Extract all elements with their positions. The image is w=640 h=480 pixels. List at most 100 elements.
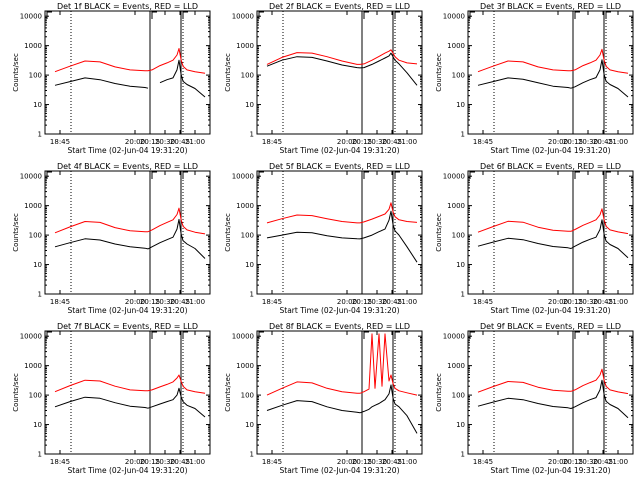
x-tick-label: 21:00	[608, 138, 628, 146]
y-tick-label: 1000	[447, 362, 465, 370]
x-tick-label: 20:45	[170, 138, 190, 146]
y-axis-label: Counts/sec	[224, 53, 232, 92]
corner-marker	[46, 11, 52, 19]
events-series-line	[266, 52, 418, 86]
corner-marker	[151, 11, 157, 19]
y-tick-label: 100	[452, 392, 465, 400]
x-tick-label: 21:00	[608, 458, 628, 466]
x-tick-label: 21:00	[397, 138, 417, 146]
chart-panel-5: Det 5f BLACK = Events, RED = LLD 1 10 100 10…	[224, 162, 423, 315]
events-series-line	[266, 210, 418, 263]
y-tick-label: 100	[29, 392, 42, 400]
x-tick-label: 20:15	[563, 138, 583, 146]
y-axis-label: Counts/sec	[12, 53, 20, 92]
chart-title: Det 2f BLACK = Events, RED = LLD	[269, 2, 410, 11]
y-tick-label: 1000	[24, 42, 42, 50]
x-tick-label: 20:00	[548, 458, 568, 466]
x-tick-label: 20:15	[140, 458, 160, 466]
x-tick-label: 20:00	[337, 458, 357, 466]
x-tick-label: 18:45	[262, 458, 282, 466]
x-tick-label: 21:00	[608, 298, 628, 306]
x-tick-label: 20:30	[578, 458, 598, 466]
y-axis-label: Counts/sec	[224, 213, 232, 252]
chart-title: Det 3f BLACK = Events, RED = LLD	[480, 2, 621, 11]
y-tick-label: 100	[452, 72, 465, 80]
corner-marker	[469, 331, 475, 339]
x-tick-label: 20:45	[170, 298, 190, 306]
x-tick-label: 21:00	[185, 138, 205, 146]
corner-marker	[394, 11, 400, 19]
x-tick-label: 20:30	[155, 298, 175, 306]
y-tick-label: 100	[241, 232, 254, 240]
corner-marker	[469, 11, 475, 19]
x-tick-label: 18:45	[473, 458, 493, 466]
y-tick-label: 100	[29, 232, 42, 240]
y-tick-label: 1	[461, 131, 465, 139]
plot-frame	[467, 10, 634, 135]
y-tick-label: 1000	[24, 362, 42, 370]
chart-panel-2: Det 2f BLACK = Events, RED = LLD 1 10 100 10…	[224, 2, 423, 155]
x-tick-label: 20:15	[352, 138, 372, 146]
chart-title: Det 7f BLACK = Events, RED = LLD	[57, 322, 198, 331]
corner-marker	[46, 331, 52, 339]
y-tick-label: 10	[33, 261, 42, 269]
y-tick-label: 100	[241, 72, 254, 80]
x-tick-label: 18:45	[50, 298, 70, 306]
events-series-line	[54, 59, 206, 98]
events-series-line	[477, 379, 629, 419]
chart-title: Det 4f BLACK = Events, RED = LLD	[57, 162, 198, 171]
x-axis-label: Start Time (02-Jun-04 19:31:20)	[68, 466, 188, 475]
events-series-line	[477, 59, 629, 98]
x-axis-label: Start Time (02-Jun-04 19:31:20)	[280, 466, 400, 475]
y-tick-label: 1	[250, 451, 254, 459]
x-axis-label: Start Time (02-Jun-04 19:31:20)	[68, 306, 188, 315]
lld-series-line	[266, 202, 418, 224]
chart-title: Det 9f BLACK = Events, RED = LLD	[480, 322, 621, 331]
x-tick-label: 20:45	[382, 458, 402, 466]
plot-frame	[44, 330, 211, 455]
x-tick-label: 21:00	[185, 298, 205, 306]
x-tick-label: 20:45	[170, 458, 190, 466]
lld-series-line	[477, 208, 629, 235]
x-axis-label: Start Time (02-Jun-04 19:31:20)	[491, 306, 611, 315]
corner-marker	[605, 331, 611, 339]
x-tick-label: 18:45	[50, 458, 70, 466]
lld-series-line	[266, 333, 418, 396]
x-axis-label: Start Time (02-Jun-04 19:31:20)	[68, 146, 188, 155]
y-axis-label: Counts/sec	[435, 373, 443, 412]
x-tick-label: 18:45	[262, 138, 282, 146]
y-tick-label: 1	[250, 291, 254, 299]
x-axis-label: Start Time (02-Jun-04 19:31:20)	[280, 306, 400, 315]
x-tick-label: 20:30	[367, 298, 387, 306]
events-series-line	[54, 387, 206, 418]
y-tick-label: 1	[38, 291, 42, 299]
corner-marker	[469, 171, 475, 179]
corner-marker	[258, 171, 264, 179]
x-tick-label: 20:30	[367, 458, 387, 466]
x-tick-label: 20:15	[563, 298, 583, 306]
plot-frame	[256, 330, 423, 455]
x-tick-label: 21:00	[185, 458, 205, 466]
y-axis-label: Counts/sec	[12, 213, 20, 252]
corner-marker	[363, 11, 369, 19]
x-tick-label: 20:30	[578, 298, 598, 306]
x-tick-label: 20:00	[125, 298, 145, 306]
y-tick-label: 10000	[232, 13, 254, 21]
chart-panel-3: Det 3f BLACK = Events, RED = LLD 1 10 100 10…	[435, 2, 634, 155]
chart-panel-6: Det 6f BLACK = Events, RED = LLD 1 10 100 10…	[435, 162, 634, 315]
x-tick-label: 20:45	[593, 298, 613, 306]
corner-marker	[605, 171, 611, 179]
y-tick-label: 100	[452, 232, 465, 240]
y-tick-label: 1000	[236, 202, 254, 210]
x-tick-label: 20:45	[593, 458, 613, 466]
y-tick-label: 10000	[20, 173, 42, 181]
corner-marker	[258, 11, 264, 19]
y-tick-label: 1	[250, 131, 254, 139]
events-series-line	[477, 219, 629, 259]
y-tick-label: 10000	[20, 333, 42, 341]
corner-marker	[394, 331, 400, 339]
y-tick-label: 1000	[236, 362, 254, 370]
x-tick-label: 20:15	[563, 458, 583, 466]
x-tick-label: 20:00	[548, 138, 568, 146]
